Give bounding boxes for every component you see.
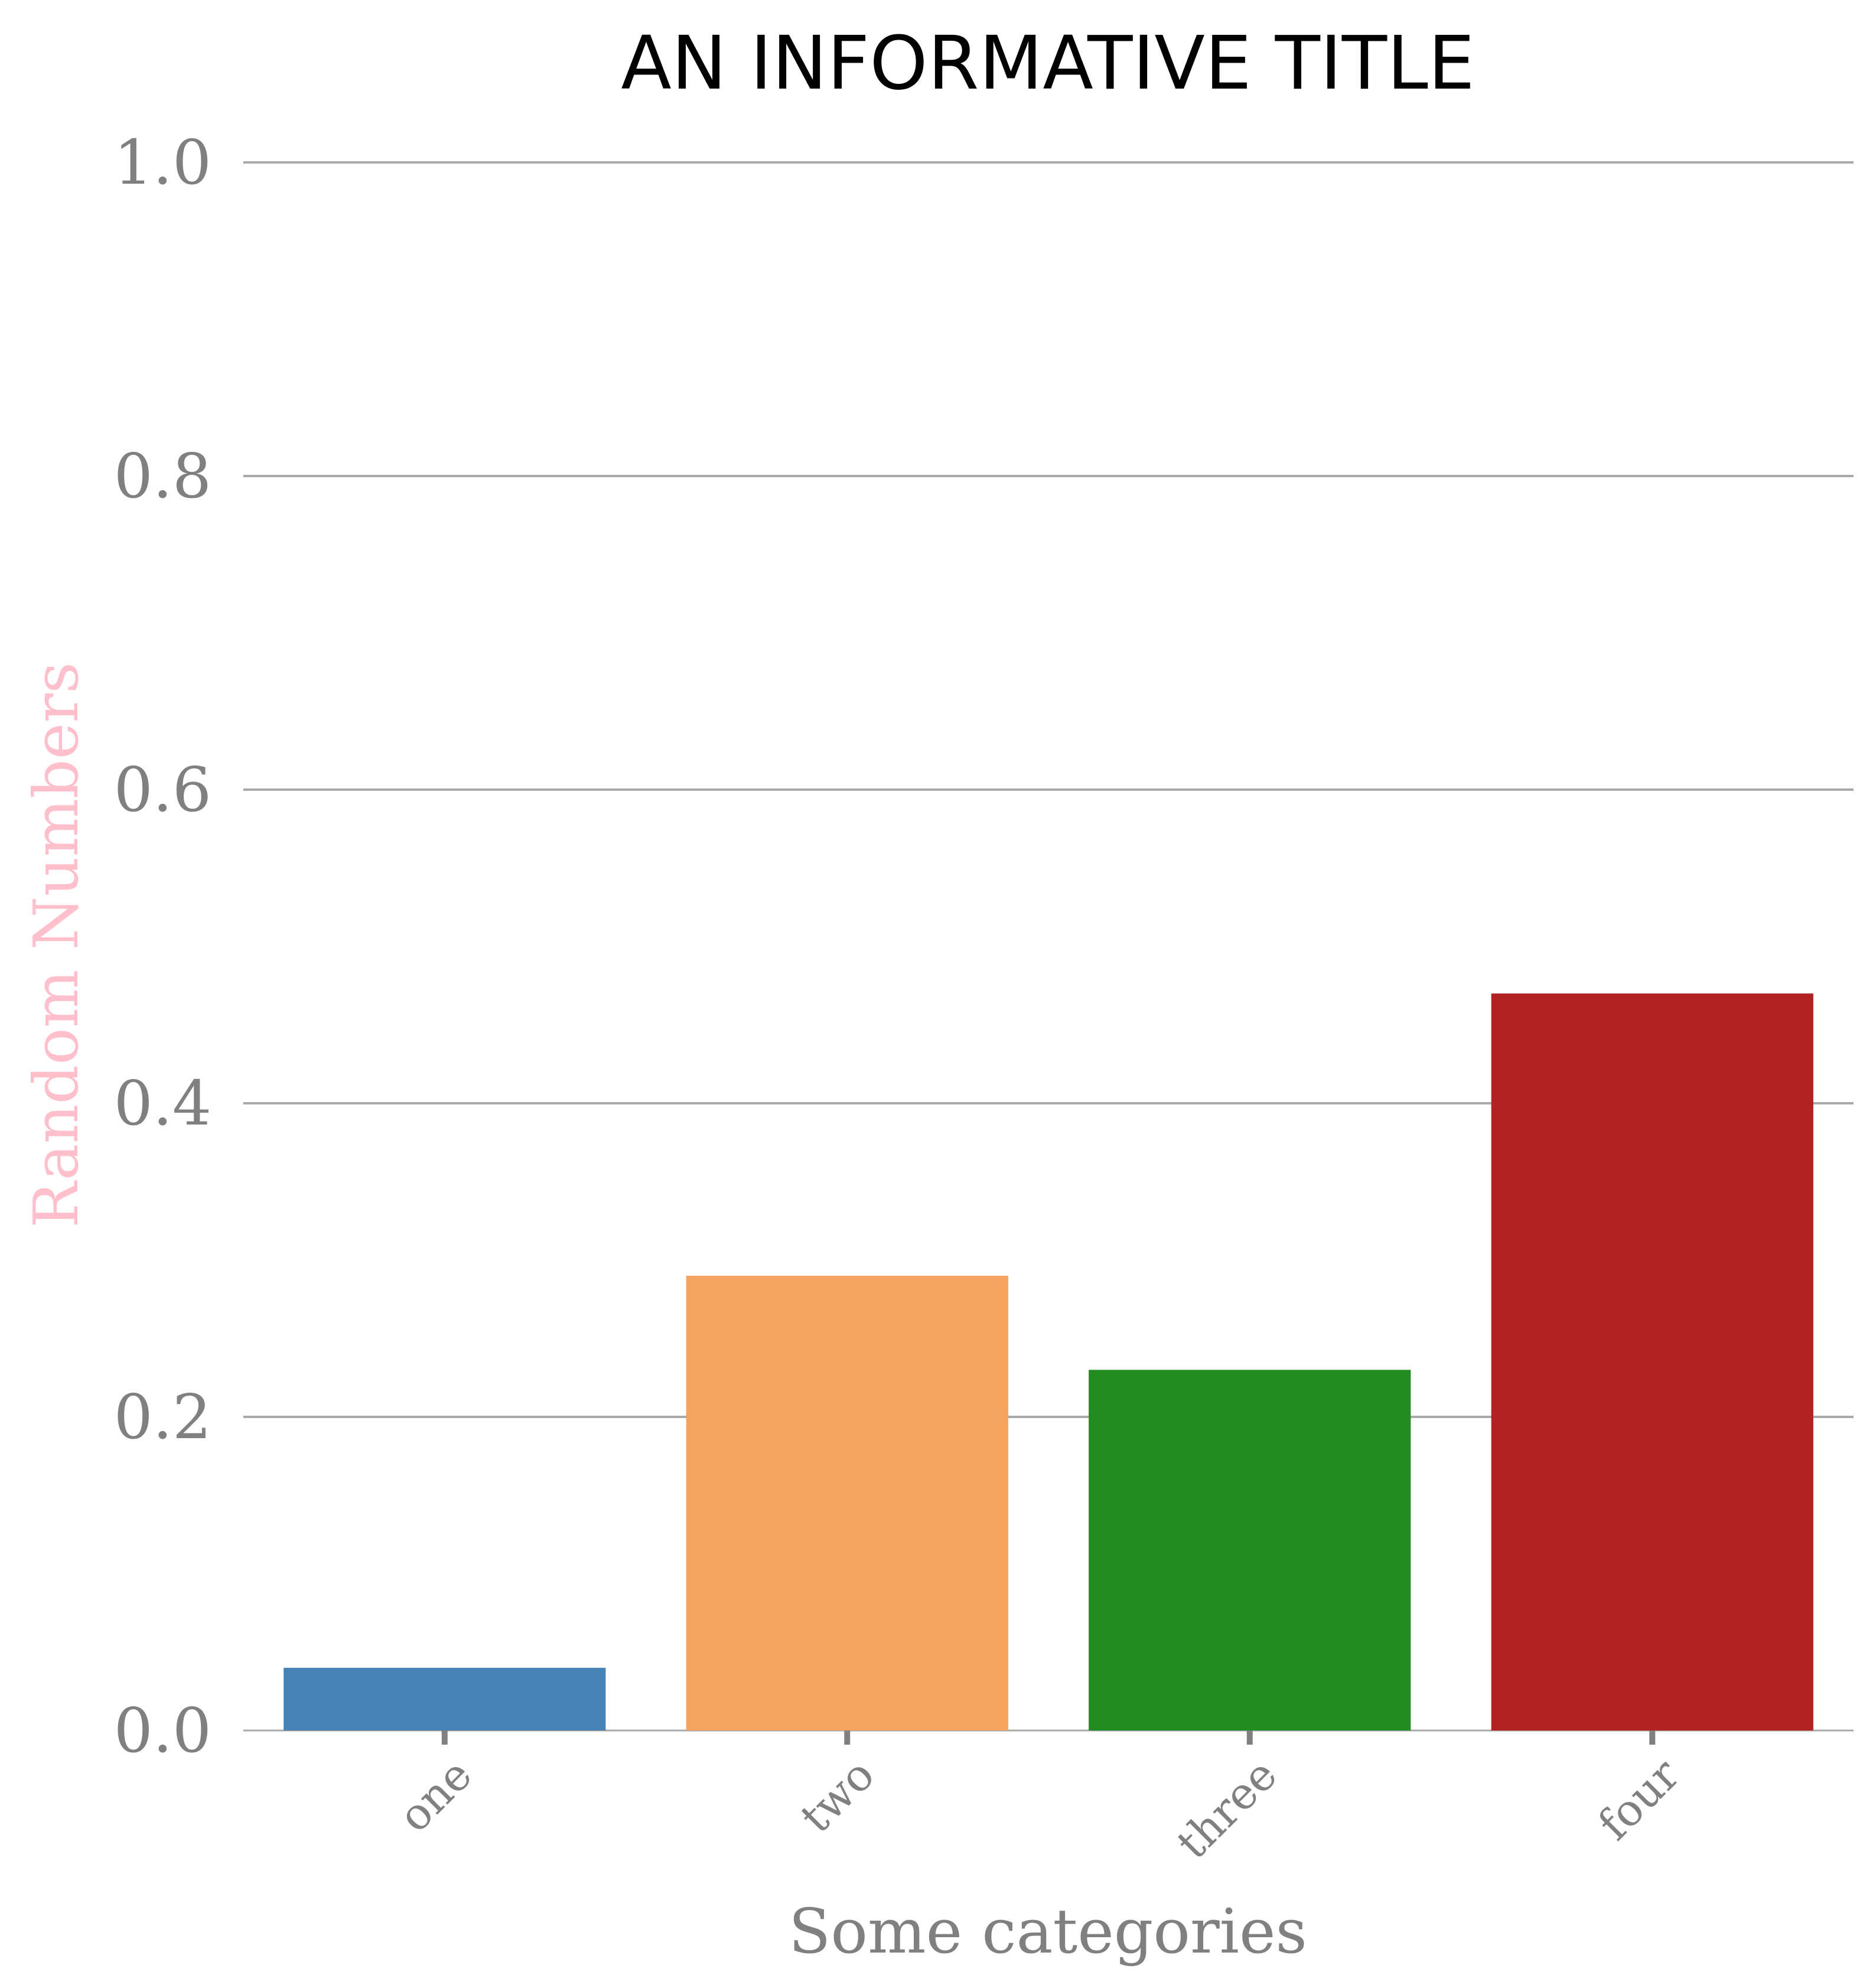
x-tick-label-one: one: [389, 1749, 481, 1842]
y-tick-label: 0.6: [114, 754, 211, 826]
bar-one: [284, 1667, 606, 1730]
y-axis-ticks: 0.0 0.2 0.4 0.6 0.8 1.0: [114, 126, 211, 1767]
bar-three: [1089, 1370, 1411, 1730]
x-tick-label-three: three: [1167, 1749, 1287, 1869]
bar-four: [1491, 993, 1813, 1730]
bar-two: [686, 1276, 1008, 1730]
x-tick-label-two: two: [791, 1749, 884, 1843]
x-axis-label: Some categories: [789, 1895, 1307, 1967]
y-tick-label: 0.4: [114, 1067, 211, 1139]
y-tick-label: 0.0: [114, 1694, 211, 1767]
gridlines: [243, 161, 1854, 1732]
bars: [284, 993, 1813, 1730]
x-axis-ticks: one two three four: [389, 1730, 1689, 1869]
y-tick-label: 0.8: [114, 440, 211, 512]
x-tick-label-four: four: [1589, 1749, 1690, 1850]
y-tick-label: 1.0: [114, 126, 211, 198]
chart-title: AN INFORMATIVE TITLE: [621, 21, 1475, 106]
y-tick-label: 0.2: [114, 1381, 211, 1453]
y-axis-label: Random Numbers: [20, 662, 92, 1228]
